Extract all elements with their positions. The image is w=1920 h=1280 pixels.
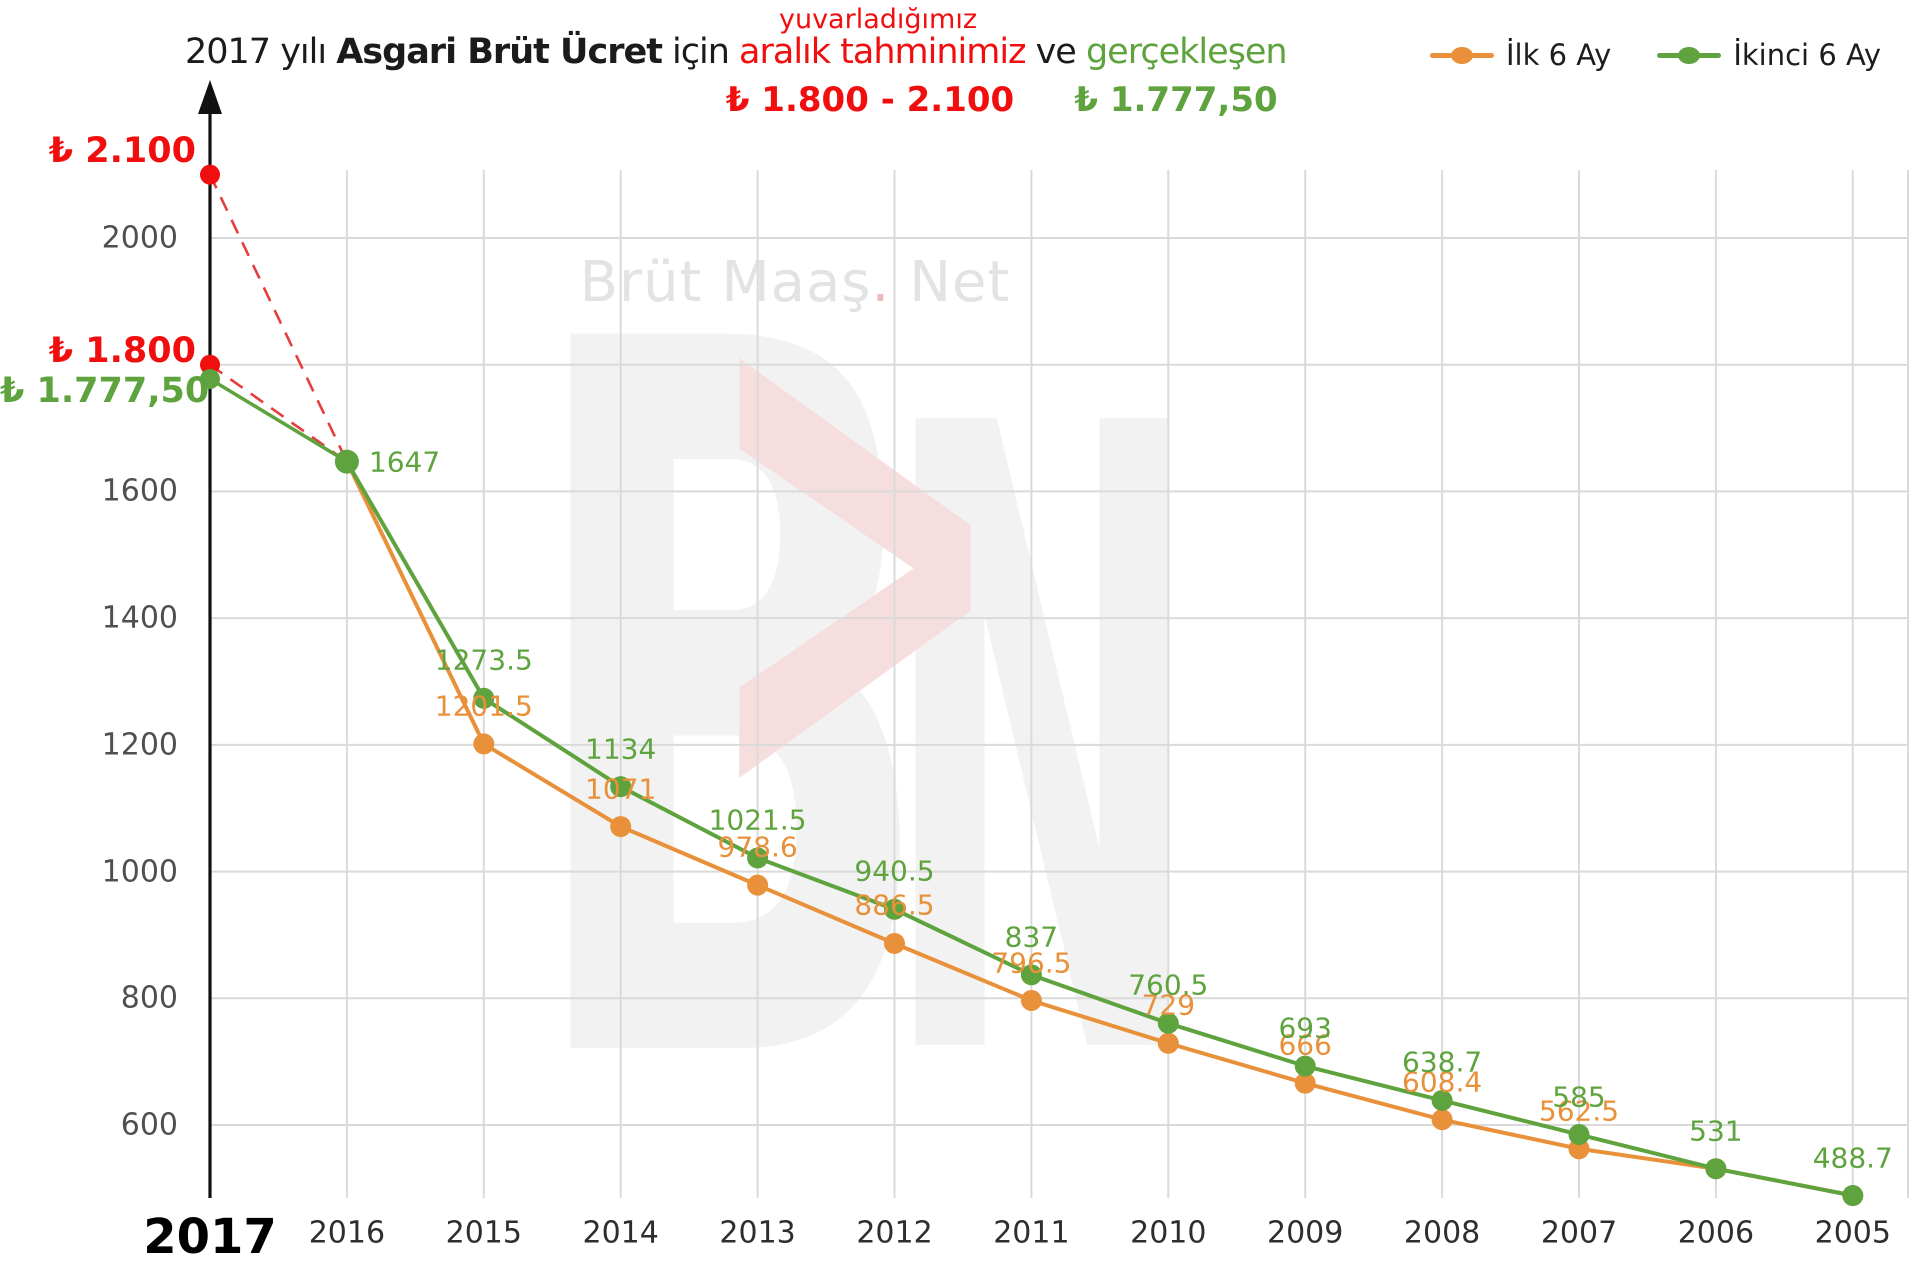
actual-value: ₺ 1.777,50 — [1074, 80, 1278, 120]
data-point — [1431, 1089, 1453, 1111]
data-point — [1020, 990, 1042, 1012]
actual-2017-point — [200, 368, 220, 389]
watermark-suffix: Net — [890, 250, 1011, 315]
data-point — [884, 932, 905, 954]
title-part-for: için — [661, 32, 740, 72]
watermark-letter-n-icon: N — [880, 248, 1204, 1249]
legend-item-ilk-6-ay[interactable]: İlk 6 Ay — [1430, 38, 1611, 72]
data-point — [1157, 1012, 1179, 1034]
legend-label: İkinci 6 Ay — [1733, 38, 1882, 72]
forecast-high-label: ₺ 2.100 — [48, 131, 196, 171]
legend-marker-orange-icon — [1430, 46, 1494, 64]
legend-label: İlk 6 Ay — [1506, 38, 1612, 72]
title-overline: yuvarladığımız — [778, 4, 978, 35]
watermark-chevron-icon: > — [700, 113, 1010, 974]
watermark-dot: . — [871, 250, 891, 315]
forecast-low-point — [200, 354, 220, 375]
data-point — [1431, 1109, 1453, 1131]
forecast-actual-label: ₺ 1.777,50 — [0, 371, 210, 411]
data-point — [884, 898, 905, 920]
title-part-and: ve — [1025, 32, 1086, 72]
data-point — [334, 449, 359, 474]
forecast-low-label: ₺ 1.800 — [48, 331, 196, 371]
data-point — [1294, 1072, 1316, 1094]
data-point — [473, 733, 495, 755]
data-point — [747, 847, 769, 869]
watermark-brand: Brüt Maaş — [579, 250, 872, 315]
data-point — [610, 776, 632, 798]
legend-marker-green-icon — [1657, 46, 1722, 64]
title-part-actual: gerçekleşen — [1085, 32, 1288, 72]
title-part-year: 2017 yılı — [185, 32, 337, 72]
data-point — [747, 874, 769, 896]
prediction-range-value: ₺ 1.800 - 2.100 — [725, 80, 1015, 120]
watermark-text: Brüt Maaş. Net — [580, 250, 1011, 315]
data-point — [1157, 1032, 1179, 1054]
forecast-dashed-line — [209, 363, 348, 463]
forecast-dashed-line — [208, 174, 349, 463]
data-point — [1020, 964, 1042, 986]
legend: İlk 6 Ay İkinci 6 Ay — [1430, 33, 1881, 77]
series-line-ikinci-6-ay — [345, 460, 1854, 1198]
forecast-high-point — [200, 164, 220, 185]
page-title: 2017 yılı Asgari Brüt Ücret için aralık … — [185, 32, 1288, 72]
title-part-prediction: aralık tahminimiz — [739, 32, 1026, 72]
data-point — [473, 687, 495, 709]
data-point — [1568, 1124, 1590, 1146]
actual-2017-line — [209, 377, 348, 464]
data-point — [1705, 1158, 1727, 1180]
y-axis-arrow-icon — [198, 80, 222, 114]
watermark-logo: B N > — [520, 113, 1204, 1280]
legend-item-ikinci-6-ay[interactable]: İkinci 6 Ay — [1657, 38, 1881, 72]
series-line-ilk-6-ay — [345, 460, 1854, 1198]
data-point — [1842, 1185, 1864, 1207]
title-part-subject: Asgari Brüt Ücret — [336, 32, 663, 72]
data-point — [610, 816, 632, 838]
data-point — [1294, 1055, 1316, 1077]
watermark-letter-b-icon: B — [520, 140, 938, 1280]
